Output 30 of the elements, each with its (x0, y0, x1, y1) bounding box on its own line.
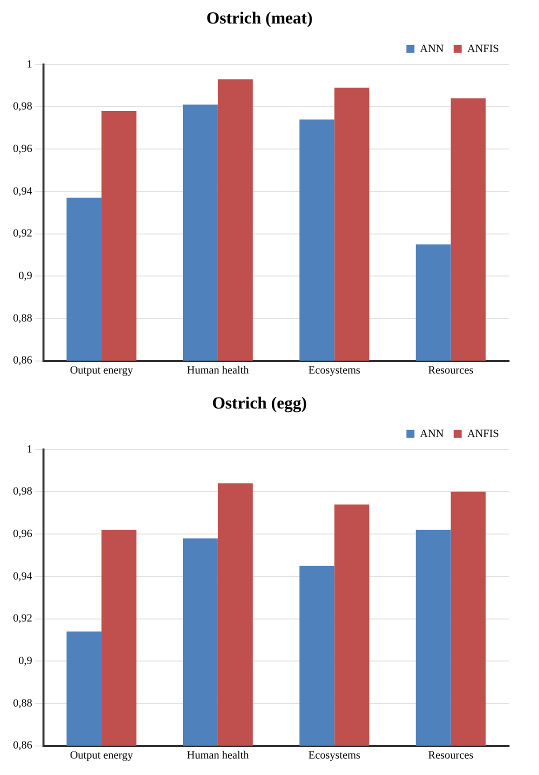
y-tick-label: 0,96 (13, 142, 33, 155)
chart-title: Ostrich (egg) (212, 394, 307, 413)
y-tick-label: 1 (26, 58, 32, 70)
x-tick-label: Output energy (70, 749, 134, 762)
y-tick-label: 0,86 (13, 740, 33, 752)
legend-label: ANN (420, 42, 444, 55)
y-tick-label: 0,9 (18, 270, 33, 282)
x-tick-label: Resources (428, 364, 474, 376)
chart-title: Ostrich (meat) (206, 8, 313, 28)
x-tick-label: Ecosystems (308, 364, 360, 376)
y-tick-label: 0,92 (13, 228, 32, 240)
x-tick-label: Human health (186, 364, 250, 376)
legend-label: ANFIS (467, 42, 500, 55)
x-tick-label: Resources (428, 749, 474, 762)
y-tick-label: 0,94 (13, 570, 33, 582)
y-tick-label: 0,96 (13, 528, 33, 540)
y-tick-label: 0,98 (13, 486, 33, 498)
y-tick-label: 0,92 (13, 612, 32, 625)
y-tick-label: 1 (26, 443, 32, 456)
x-tick-label: Ecosystems (308, 749, 360, 762)
legend-label: ANN (420, 428, 444, 440)
y-tick-label: 0,94 (13, 185, 33, 198)
y-tick-label: 0,98 (13, 100, 33, 113)
y-tick-label: 0,88 (13, 697, 33, 710)
legend-label: ANFIS (467, 428, 500, 440)
y-tick-label: 0,9 (18, 655, 33, 668)
y-tick-label: 0,88 (13, 312, 33, 324)
x-tick-label: Output energy (70, 364, 134, 376)
x-tick-label: Human health (186, 749, 250, 762)
y-tick-label: 0,86 (13, 354, 33, 367)
